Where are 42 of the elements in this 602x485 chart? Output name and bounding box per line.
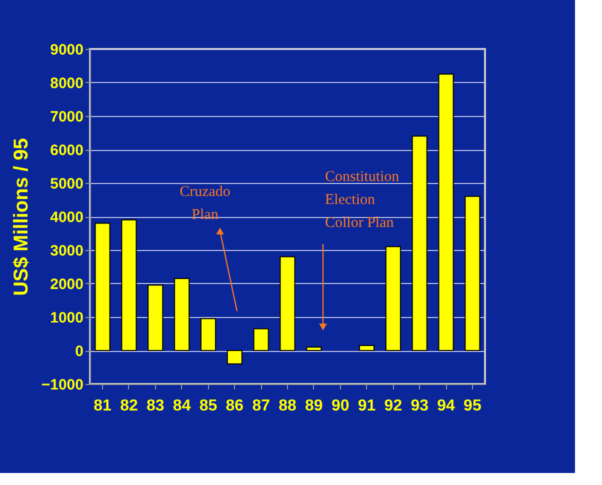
y-tick-label: 6000 (50, 142, 84, 159)
x-tick-label: 87 (252, 398, 270, 414)
x-tick-label: 95 (464, 398, 482, 414)
x-tick-label: 83 (146, 398, 164, 414)
bar (438, 74, 454, 351)
y-tick-label: 9000 (50, 42, 84, 58)
x-tick-label: 92 (384, 398, 402, 414)
y-tick-label: 7000 (50, 108, 84, 126)
x-tick-label: 89 (305, 398, 323, 414)
y-tick-label: 5000 (50, 176, 84, 192)
y-tick-label: 3000 (50, 242, 84, 260)
bar (226, 350, 242, 364)
y-tick-label: 0 (75, 343, 84, 360)
x-tick-label: 85 (199, 398, 218, 414)
y-axis-title: US$ Millions / 95 (10, 138, 32, 296)
y-tick-label: 2000 (50, 276, 84, 293)
x-tick-label: 88 (278, 398, 296, 414)
bar (174, 278, 190, 351)
y-tick-label: 8000 (50, 75, 84, 92)
y-tick-label: 4000 (50, 209, 84, 226)
bar (412, 136, 428, 351)
bar (280, 256, 296, 351)
bar (306, 346, 322, 351)
bar (385, 246, 401, 351)
y-tick-label: −1000 (41, 376, 84, 394)
bar (148, 284, 164, 351)
x-tick-label: 91 (358, 398, 376, 414)
annotation: Constitution Election Collor Plan (325, 169, 400, 231)
bar (94, 222, 110, 351)
x-tick-label: 86 (226, 398, 244, 414)
bar (253, 328, 269, 351)
x-tick-label: 84 (172, 398, 191, 414)
x-tick-label: 93 (410, 398, 429, 414)
x-tick-label: 94 (437, 398, 456, 414)
x-tick-label: 81 (94, 398, 112, 414)
x-tick-label: 90 (331, 398, 350, 414)
y-tick-label: 1000 (50, 310, 84, 326)
bar (121, 219, 137, 351)
bar (464, 196, 480, 351)
bar (200, 318, 216, 351)
bar (359, 344, 375, 351)
x-tick-label: 82 (120, 398, 138, 414)
